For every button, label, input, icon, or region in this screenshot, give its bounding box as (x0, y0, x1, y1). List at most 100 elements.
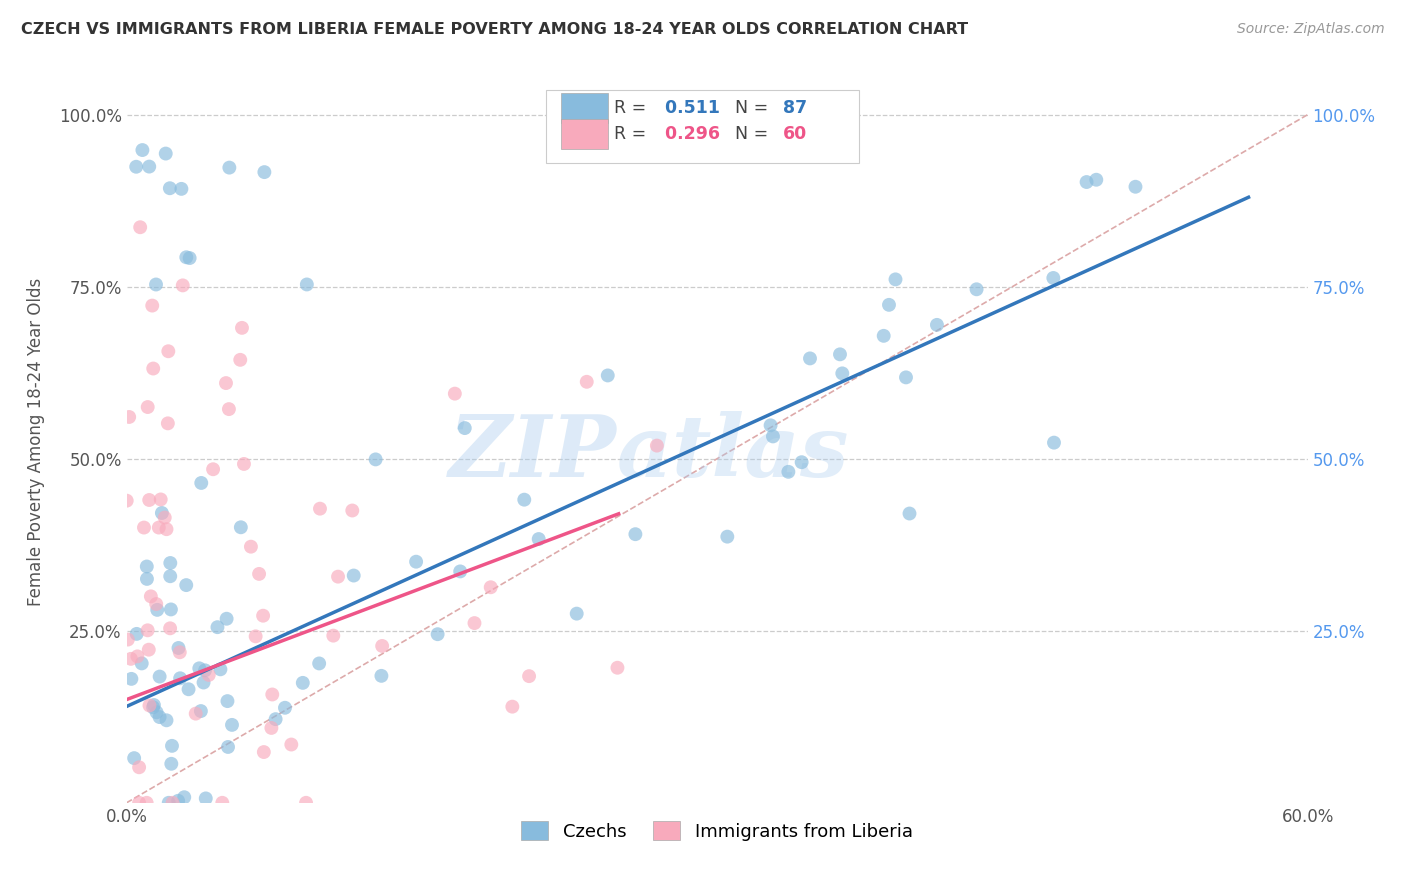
Point (1085, 173, 1108, 187)
Point (135, 559, 157, 574)
Point (1125, 179, 1147, 194)
Point (253, 165, 276, 179)
Point (118, 409, 141, 424)
Point (156, 417, 179, 431)
Point (159, 556, 181, 570)
Point (145, 597, 167, 611)
Point (138, 698, 160, 713)
Point (117, 632, 139, 647)
Point (1042, 271, 1064, 285)
Text: atlas: atlas (617, 410, 849, 494)
Text: R =: R = (614, 125, 652, 143)
Point (174, 250, 197, 264)
Point (153, 510, 176, 524)
Text: 87: 87 (783, 99, 807, 117)
Point (149, 710, 172, 724)
Text: Source: ZipAtlas.com: Source: ZipAtlas.com (1237, 22, 1385, 37)
Point (155, 146, 177, 161)
Point (146, 603, 169, 617)
Point (141, 299, 163, 313)
Point (120, 652, 142, 666)
Point (239, 540, 262, 554)
Point (790, 455, 813, 469)
Point (252, 608, 274, 623)
Point (149, 492, 172, 507)
Point (264, 712, 287, 726)
Point (194, 663, 217, 677)
Point (884, 272, 907, 286)
Point (501, 699, 523, 714)
Point (142, 698, 165, 712)
Point (371, 639, 394, 653)
Point (155, 522, 177, 536)
Point (190, 475, 212, 490)
Point (274, 700, 297, 714)
Point (645, 439, 668, 453)
Point (122, 751, 145, 765)
Point (135, 796, 157, 810)
Point (160, 602, 183, 616)
Point (193, 675, 215, 690)
Point (364, 452, 387, 467)
Point (128, 796, 150, 810)
Point (167, 794, 190, 808)
Point (295, 796, 318, 810)
Point (966, 282, 988, 296)
Point (426, 627, 449, 641)
Point (527, 532, 550, 546)
Point (215, 612, 238, 626)
Point (167, 640, 190, 655)
Point (194, 791, 217, 805)
Point (342, 503, 364, 517)
Point (136, 624, 159, 638)
Point (405, 555, 427, 569)
Point (177, 682, 200, 697)
Point (308, 657, 330, 671)
Point (136, 400, 159, 414)
Point (132, 520, 155, 534)
Point (606, 661, 628, 675)
Point (136, 572, 159, 586)
Point (169, 671, 191, 685)
Point (231, 321, 253, 335)
Point (159, 569, 181, 583)
Point (309, 501, 332, 516)
Point (184, 706, 207, 721)
Text: 0.296: 0.296 (659, 125, 720, 143)
Point (343, 568, 366, 582)
Point (129, 220, 152, 235)
Point (188, 661, 211, 675)
Point (565, 607, 588, 621)
Point (131, 657, 153, 671)
Point (247, 566, 270, 581)
Point (624, 527, 647, 541)
Point (131, 143, 153, 157)
Point (179, 251, 201, 265)
Point (873, 328, 896, 343)
Text: 60: 60 (783, 125, 807, 143)
Point (148, 520, 170, 534)
Point (229, 520, 252, 534)
Point (479, 580, 502, 594)
Text: 0.511: 0.511 (659, 99, 720, 117)
Point (149, 669, 172, 683)
Point (218, 161, 240, 175)
Point (150, 506, 173, 520)
Point (173, 790, 195, 805)
Point (209, 662, 232, 676)
Point (778, 465, 800, 479)
Point (207, 620, 229, 634)
Point (217, 739, 239, 754)
Point (260, 721, 283, 735)
Point (125, 627, 148, 641)
Point (128, 760, 150, 774)
Point (197, 668, 219, 682)
Point (170, 182, 193, 196)
Point (139, 590, 162, 604)
Point (172, 278, 194, 293)
Point (138, 493, 160, 508)
Point (155, 714, 177, 728)
Point (877, 298, 900, 312)
Point (127, 649, 149, 664)
Point (229, 352, 252, 367)
